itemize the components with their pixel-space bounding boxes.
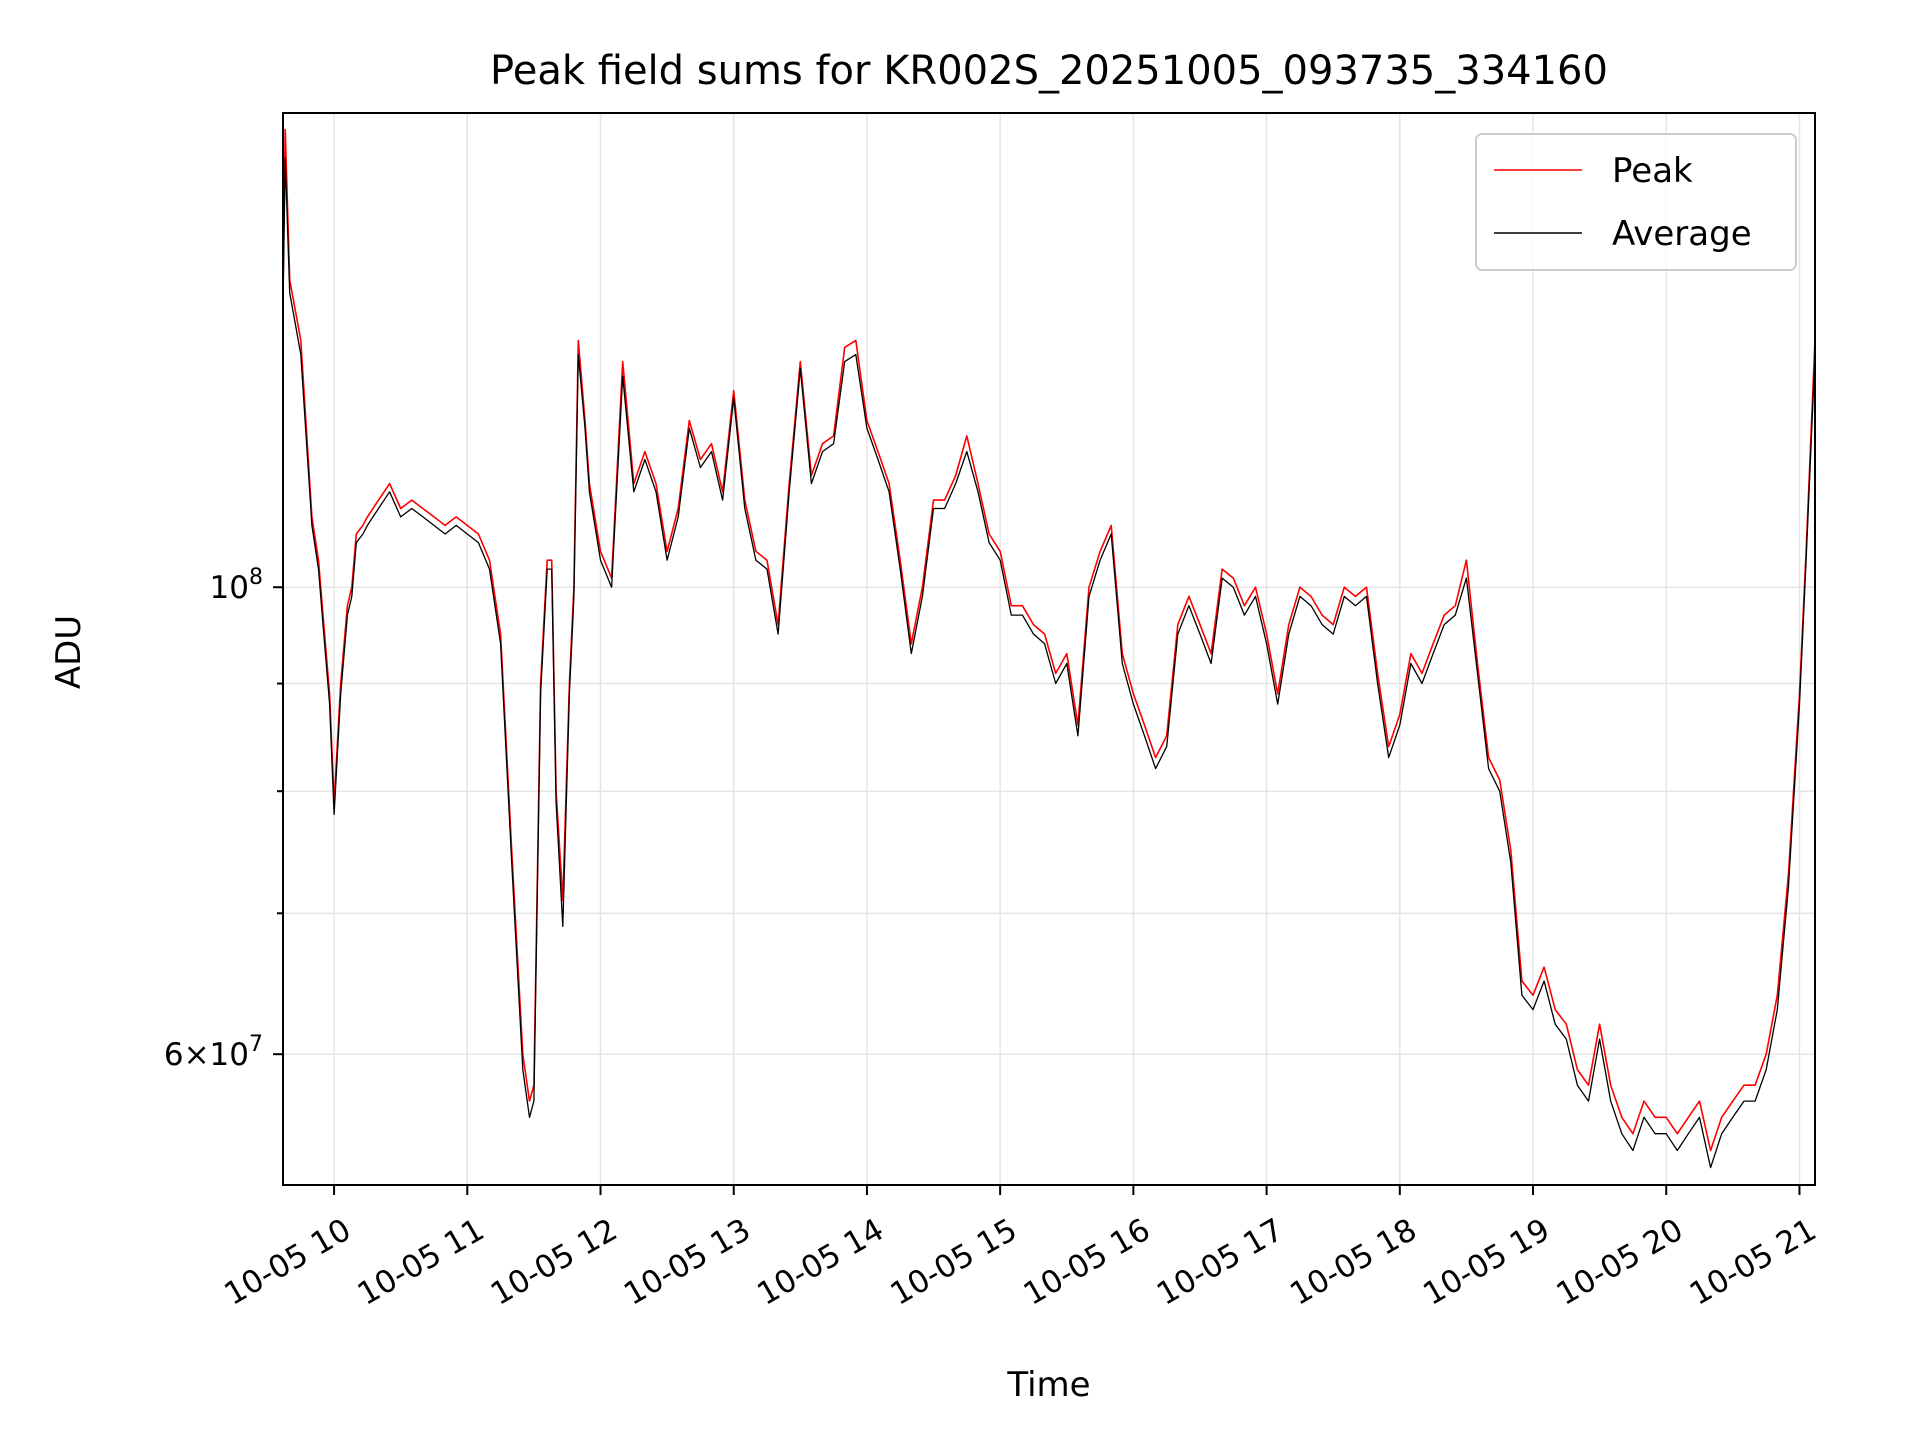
x-tick-label: 10-05 10: [218, 1212, 357, 1313]
y-axis-ticks: 6×107 108: [164, 565, 283, 1073]
x-tick-label: 10-05 13: [618, 1212, 757, 1313]
x-tick-label: 10-05 12: [485, 1212, 624, 1313]
x-tick-label: 10-05 20: [1551, 1212, 1690, 1313]
x-tick-label: 10-05 15: [884, 1212, 1023, 1313]
y-axis-label: ADU: [49, 615, 89, 689]
legend-label-peak: Peak: [1612, 151, 1693, 191]
grid: [283, 113, 1815, 1185]
plot-frame: [282, 112, 1816, 1186]
x-tick-label: 10-05 19: [1417, 1212, 1556, 1313]
series-lines: [283, 128, 1815, 1169]
x-tick-label: 10-05 11: [352, 1212, 491, 1313]
x-axis-label: Time: [1006, 1365, 1090, 1405]
x-tick-label: 10-05 14: [751, 1212, 890, 1313]
legend-label-average: Average: [1612, 214, 1752, 254]
x-tick-label: 10-05 18: [1284, 1212, 1423, 1313]
y-tick-label: 6×107: [164, 1032, 263, 1073]
x-tick-label: 10-05 17: [1151, 1212, 1290, 1313]
series-line-peak: [283, 128, 1815, 1152]
y-tick-label: 108: [210, 565, 263, 606]
x-tick-label: 10-05 21: [1684, 1212, 1823, 1313]
series-line-average: [283, 156, 1815, 1169]
chart-title: Peak field sums for KR002S_20251005_0937…: [490, 48, 1608, 94]
x-tick-label: 10-05 16: [1018, 1212, 1157, 1313]
legend: Peak Average: [1475, 133, 1797, 271]
legend-box: [1475, 133, 1797, 271]
